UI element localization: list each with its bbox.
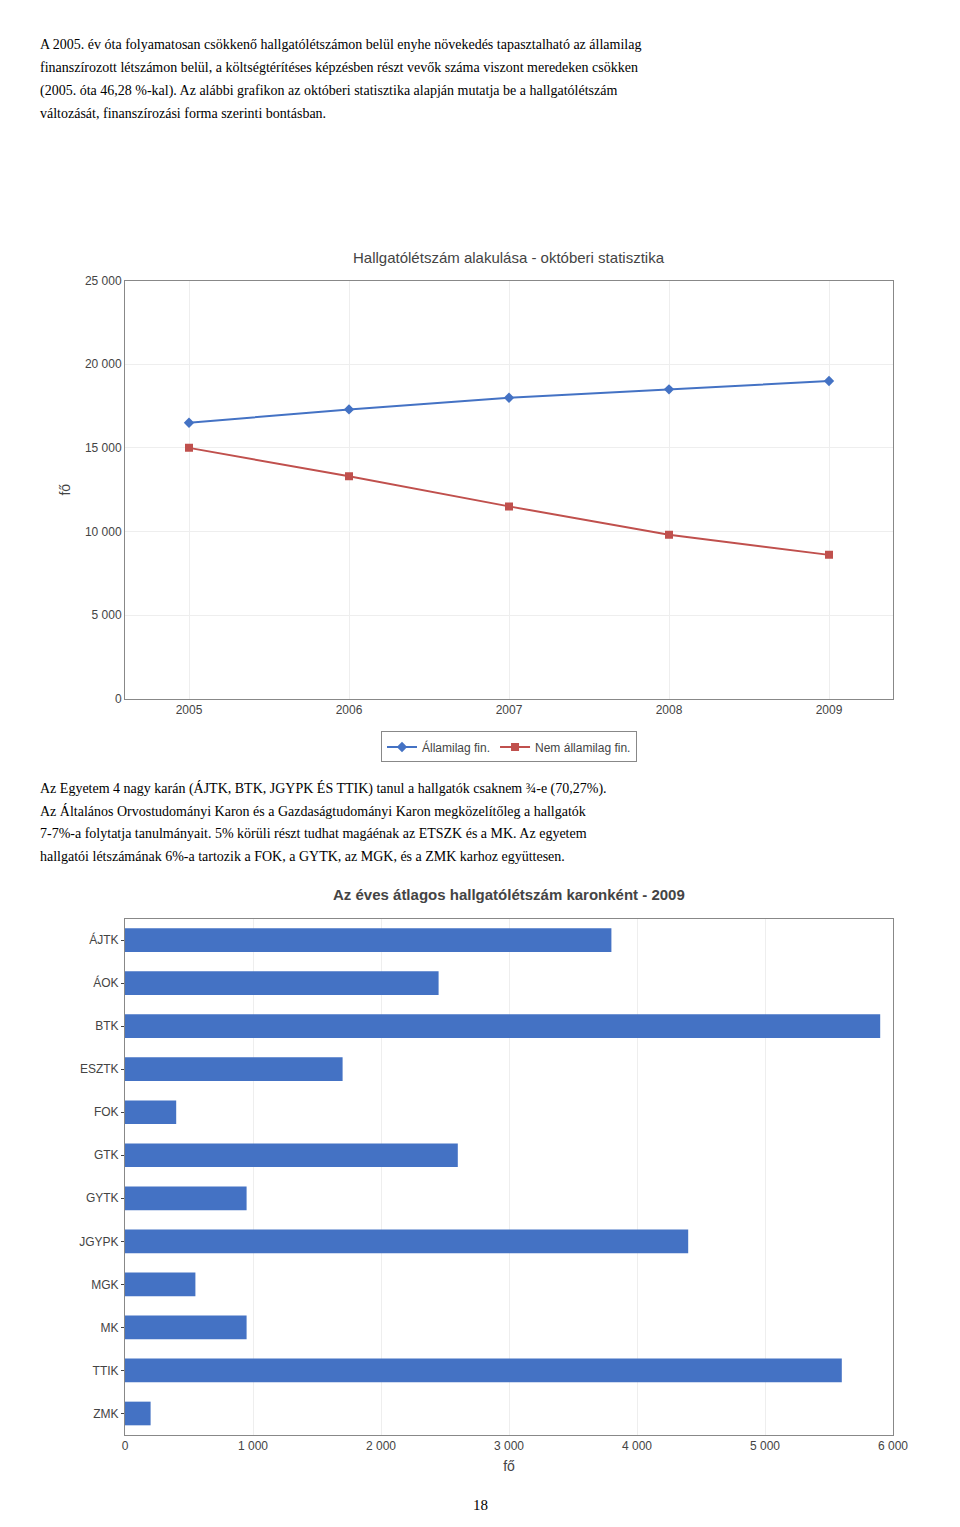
svg-text:5 000: 5 000	[750, 1439, 780, 1453]
svg-text:ÁJTK: ÁJTK	[89, 932, 118, 947]
svg-text:A 2005. év óta folyamatosan cs: A 2005. év óta folyamatosan csökkenő hal…	[40, 37, 641, 52]
svg-text:BTK: BTK	[95, 1019, 118, 1033]
svg-text:fő: fő	[57, 484, 73, 496]
svg-text:4 000: 4 000	[622, 1439, 652, 1453]
svg-text:18: 18	[473, 1497, 488, 1513]
svg-text:7-7%-a folytatja tanulmányait.: 7-7%-a folytatja tanulmányait. 5% körüli…	[40, 826, 587, 841]
svg-text:15 000: 15 000	[85, 441, 122, 455]
svg-text:1 000: 1 000	[238, 1439, 268, 1453]
svg-text:ÁOK: ÁOK	[93, 975, 118, 990]
svg-text:ESZTK: ESZTK	[80, 1062, 119, 1076]
svg-text:(2005. óta 46,28 %-kal). Az al: (2005. óta 46,28 %-kal). Az alábbi grafi…	[40, 83, 617, 99]
svg-text:hallgatói létszámának 6%-a tar: hallgatói létszámának 6%-a tartozik a FO…	[40, 849, 565, 864]
svg-text:5 000: 5 000	[92, 608, 122, 622]
svg-text:FOK: FOK	[94, 1105, 119, 1119]
svg-text:változását, finanszírozási for: változását, finanszírozási forma szerint…	[40, 106, 326, 121]
svg-text:Hallgatólétszám alakulása - ok: Hallgatólétszám alakulása - októberi sta…	[353, 249, 665, 266]
svg-text:Az Egyetem 4 nagy karán (ÁJTK,: Az Egyetem 4 nagy karán (ÁJTK, BTK, JGYP…	[40, 780, 607, 797]
svg-text:2006: 2006	[336, 703, 363, 717]
svg-text:GTK: GTK	[94, 1148, 119, 1162]
svg-text:25 000: 25 000	[85, 274, 122, 288]
svg-text:2007: 2007	[496, 703, 523, 717]
svg-text:2 000: 2 000	[366, 1439, 396, 1453]
svg-text:Az éves átlagos hallgatólétszá: Az éves átlagos hallgatólétszám karonkén…	[333, 886, 685, 903]
svg-text:GYTK: GYTK	[86, 1191, 119, 1205]
svg-text:Államilag fin.: Államilag fin.	[422, 740, 490, 755]
svg-text:10 000: 10 000	[85, 525, 122, 539]
svg-text:2005: 2005	[176, 703, 203, 717]
svg-text:TTIK: TTIK	[93, 1364, 119, 1378]
svg-text:finanszírozott létszámon belül: finanszírozott létszámon belül, a költsé…	[40, 60, 638, 75]
svg-text:fő: fő	[503, 1458, 515, 1474]
svg-text:0: 0	[122, 1439, 129, 1453]
svg-text:0: 0	[115, 692, 122, 706]
svg-text:JGYPK: JGYPK	[79, 1235, 118, 1249]
svg-text:MGK: MGK	[91, 1278, 118, 1292]
svg-text:2008: 2008	[656, 703, 683, 717]
svg-text:3 000: 3 000	[494, 1439, 524, 1453]
svg-text:20 000: 20 000	[85, 357, 122, 371]
svg-text:2009: 2009	[816, 703, 843, 717]
svg-text:MK: MK	[101, 1321, 119, 1335]
svg-text:6 000: 6 000	[878, 1439, 908, 1453]
svg-text:ZMK: ZMK	[93, 1407, 118, 1421]
svg-text:Az Általános Orvostudományi Ka: Az Általános Orvostudományi Karon és a G…	[40, 803, 586, 819]
svg-text:Nem államilag fin.: Nem államilag fin.	[535, 741, 630, 755]
